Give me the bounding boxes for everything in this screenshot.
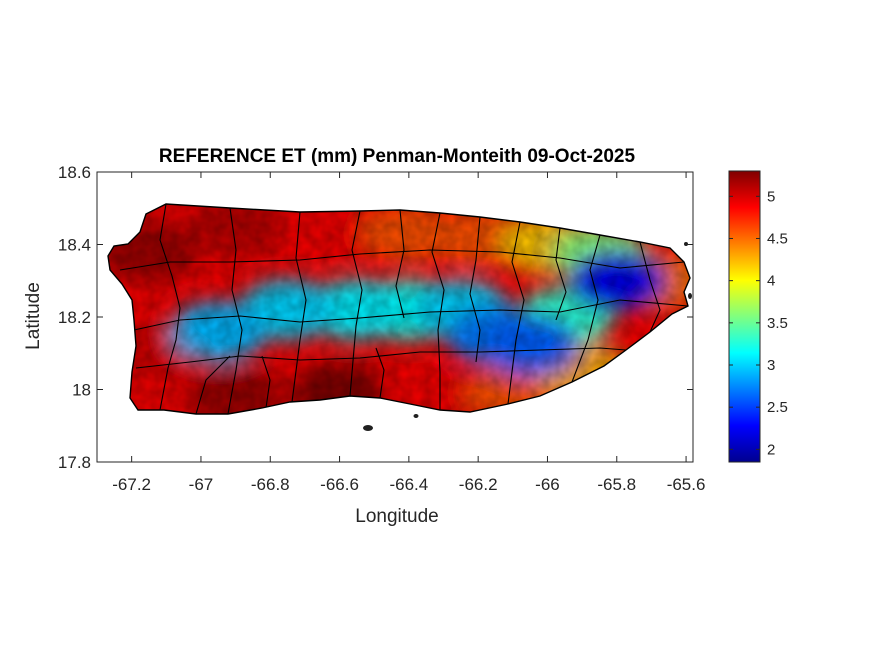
colorbar-tick-label: 2: [767, 441, 775, 458]
x-axis-label: Longitude: [355, 506, 438, 527]
colorbar-tick-label: 3: [767, 357, 775, 374]
x-tick-label: -66.2: [459, 475, 498, 494]
x-tick-label: -66.6: [320, 475, 359, 494]
x-tick-label: -67.2: [112, 475, 151, 494]
y-tick-label: 18.2: [58, 308, 91, 327]
colorbar-ticks: 2 2.5 3 3.5 4 4.5 5: [729, 188, 788, 458]
x-tick-label: -65.6: [667, 475, 706, 494]
colorbar: 2 2.5 3 3.5 4 4.5 5: [728, 170, 788, 463]
x-tick-label: -66.4: [389, 475, 428, 494]
colorbar-gradient: [728, 170, 761, 463]
y-tick-label: 17.8: [58, 453, 91, 472]
y-axis-label: Latitude: [23, 282, 44, 350]
island-coastline: [107, 203, 691, 415]
y-tick-label: 18: [72, 381, 91, 400]
colorbar-tick-label: 4.5: [767, 230, 788, 247]
y-tick-label: 18.6: [58, 163, 91, 182]
colorbar-tick-label: 3.5: [767, 315, 788, 332]
colorbar-tick-label: 5: [767, 188, 775, 205]
offshore-islets: [363, 242, 692, 431]
y-tick-label: 18.4: [58, 236, 91, 255]
x-tick-label: -66.8: [251, 475, 290, 494]
municipality-boundaries: [119, 204, 689, 414]
x-tick-label: -67: [189, 475, 214, 494]
y-axis: 17.8 18 18.2 18.4 18.6: [58, 163, 693, 472]
x-tick-label: -66: [535, 475, 560, 494]
x-tick-label: -65.8: [597, 475, 636, 494]
x-axis: -67.2 -67 -66.8 -66.6 -66.4 -66.2 -66 -65.8 -65.…: [112, 172, 705, 494]
colorbar-tick-label: 2.5: [767, 399, 788, 416]
chart-title: REFERENCE ET (mm) Penman-Monteith 09-Oct…: [159, 146, 636, 167]
colorbar-tick-label: 4: [767, 273, 775, 290]
